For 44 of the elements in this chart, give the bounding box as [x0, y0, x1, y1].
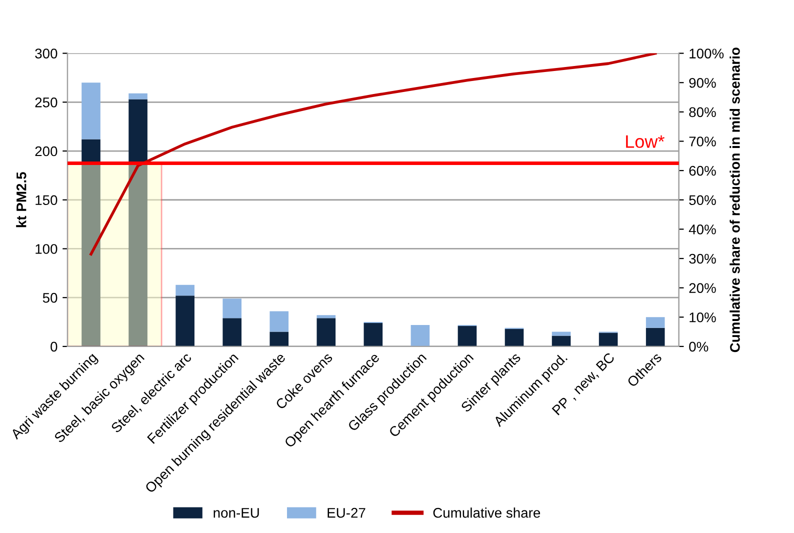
legend-label: Cumulative share [433, 508, 540, 518]
legend-label: non-EU [214, 508, 259, 518]
y2-tick-label: 100% [690, 48, 724, 58]
y-axis-title: kt PM2.5 [16, 172, 26, 228]
legend-label: EU-27 [328, 508, 366, 518]
y-tick-label: 200 [35, 146, 58, 156]
y2-tick-label: 50% [689, 195, 716, 206]
y2-tick-label: 10% [690, 312, 716, 322]
bar [270, 332, 289, 346]
bar [364, 323, 383, 346]
bar [458, 326, 477, 346]
bar [270, 311, 289, 332]
bar [82, 139, 100, 346]
bar [504, 328, 524, 346]
ref-line-label: Low* [626, 135, 664, 148]
y2-tick-label: 30% [689, 254, 716, 264]
y-tick-label: 100 [36, 244, 58, 254]
y2-axis-title: Cumulative share of reduction in mid scenario [730, 48, 740, 352]
bar [316, 318, 336, 346]
bar [176, 296, 194, 346]
y2-tick-label: 0% [689, 342, 708, 352]
bar [82, 82, 100, 140]
y2-tick-label: 70% [689, 136, 716, 146]
y2-tick-label: 60% [689, 166, 716, 176]
bar [128, 99, 148, 346]
bar [410, 324, 430, 346]
bar [552, 336, 571, 346]
bar [646, 328, 665, 346]
bar [128, 93, 148, 100]
y2-tick-label: 80% [689, 107, 716, 118]
bar [222, 298, 242, 318]
y2-tick-label: 90% [689, 78, 716, 88]
y-tick-label: 50 [42, 292, 58, 303]
bar [316, 315, 336, 318]
y-tick-label: 0 [50, 342, 58, 352]
y-tick-label: 250 [35, 97, 58, 108]
y-tick-label: 300 [35, 48, 58, 58]
bar [176, 284, 194, 296]
bar [598, 332, 618, 346]
y-tick-label: 150 [36, 195, 58, 206]
y2-tick-label: 20% [689, 283, 716, 293]
y2-tick-label: 40% [688, 224, 716, 234]
bar [222, 318, 242, 346]
bar [646, 317, 665, 328]
